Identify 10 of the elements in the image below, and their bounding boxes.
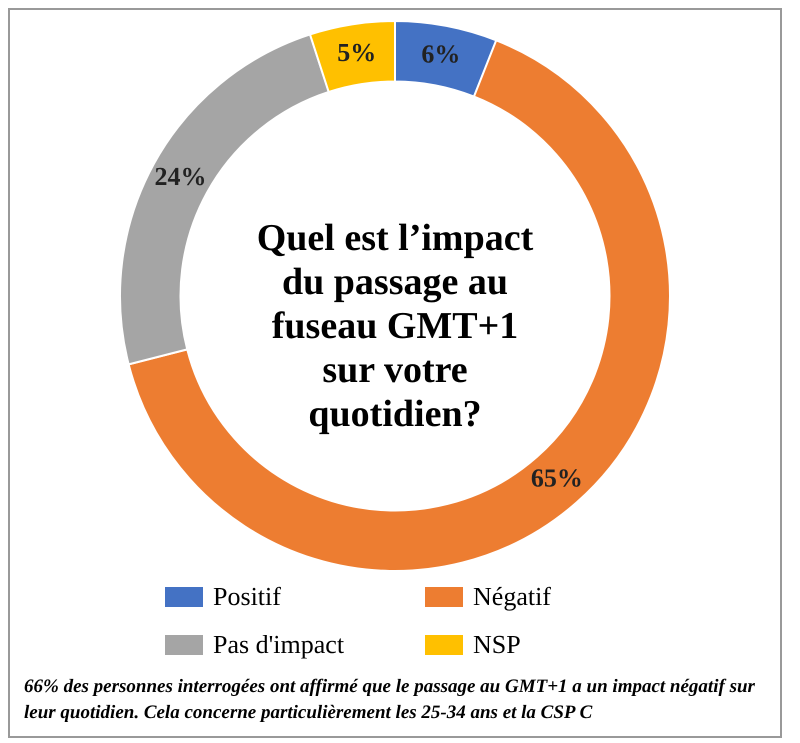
data-label: 65%	[530, 463, 583, 492]
data-label: 6%	[421, 39, 460, 68]
data-label: 5%	[337, 38, 376, 67]
legend-label: Positif	[213, 582, 281, 612]
legend-label: Pas d'impact	[213, 630, 344, 660]
legend-label: NSP	[473, 630, 521, 660]
legend-label: Négatif	[473, 582, 551, 612]
text: Quel est l’impact du passage au fuseau GMT+1 sur votre quotidien?	[256, 216, 534, 436]
data-label: 24%	[154, 162, 207, 191]
text: 66% des personnes interrogées ont affirmé que le passage au GMT+1 a un impact négatif sur leur quotidien. Cela concerne particulièrement les 25-34 ans et la CSP C	[23, 675, 756, 725]
